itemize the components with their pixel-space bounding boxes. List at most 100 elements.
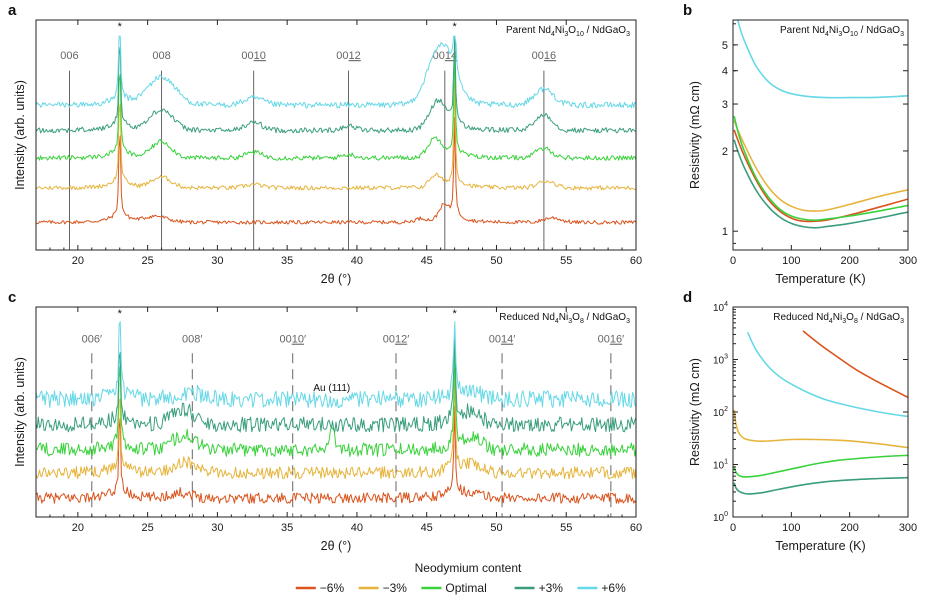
x-tick-label: 25 [142, 522, 154, 534]
x-axis-label: 2θ (°) [321, 539, 352, 553]
panel-letter: d [683, 289, 692, 306]
y-tick-label: 103 [713, 354, 728, 367]
legend-label: +6% [601, 581, 626, 595]
reference-line-label: 0012′ [383, 334, 410, 346]
series-line [733, 116, 908, 222]
x-tick-label: 25 [142, 255, 154, 267]
series-line [35, 405, 637, 504]
reference-line-label: 0016 [532, 50, 557, 62]
y-axis-label: Resistivity (mΩ cm) [688, 81, 702, 189]
y-tick-label: 102 [713, 406, 728, 419]
y-tick-label: 104 [713, 301, 728, 314]
series-line [35, 321, 637, 409]
panel-letter: b [683, 2, 692, 19]
plot-frame [732, 19, 909, 251]
plot-frame [35, 306, 637, 518]
legend-title: Neodymium content [415, 561, 522, 575]
annotation-label: Au (111) [313, 383, 350, 394]
y-axis-label: Resistivity (mΩ cm) [688, 358, 702, 466]
panel-title: Reduced Nd4Ni3O8 / NdGaO3 [499, 312, 630, 325]
panel-title: Parent Nd4Ni3O10 / NdGaO3 [506, 25, 630, 38]
y-tick-label: 100 [713, 511, 728, 524]
y-tick-label: 5 [722, 40, 728, 52]
x-tick-label: 35 [281, 255, 293, 267]
panel-a: a 006 008 0010 0012 0014 0016 * * 20 25 30 35 40 45 50 5… [8, 2, 642, 286]
x-tick-label: 45 [421, 522, 433, 534]
x-tick-label: 35 [281, 522, 293, 534]
y-tick-label: 101 [713, 459, 728, 472]
series-line [35, 348, 637, 457]
x-tick-label: 30 [211, 522, 223, 534]
series-line [35, 35, 637, 134]
x-axis-label: Temperature (K) [775, 272, 865, 286]
series-line [35, 377, 637, 480]
substrate-marker: * [452, 308, 457, 320]
x-tick-label: 20 [72, 255, 84, 267]
legend-label: Optimal [445, 581, 486, 595]
reference-line-label: 0010 [241, 50, 266, 62]
x-tick-label: 50 [490, 255, 502, 267]
series-line [35, 117, 637, 225]
plot-frame [35, 19, 637, 251]
x-tick-label: 100 [782, 255, 800, 267]
panel-letter: c [8, 289, 16, 306]
y-tick-label: 1 [722, 226, 728, 238]
x-tick-label: 45 [421, 255, 433, 267]
reference-line-label: 0010′ [279, 334, 306, 346]
y-tick-label: 4 [722, 66, 728, 78]
panel-c: c 006′ 008′ 0010′ 0012′ 0014′ 0016′ * * Au (111) 2… [8, 289, 642, 553]
x-tick-label: 60 [630, 522, 642, 534]
reference-line-label: 008 [152, 50, 170, 62]
series-line [35, 330, 637, 433]
substrate-marker: * [452, 21, 457, 33]
x-tick-label: 300 [899, 522, 917, 534]
reference-line-label: 0014′ [489, 334, 516, 346]
substrate-marker: * [118, 21, 123, 33]
panel-title: Reduced Nd4Ni3O8 / NdGaO3 [773, 312, 904, 325]
reference-line-label: 008′ [182, 334, 202, 346]
reference-line-label: 0014 [433, 50, 458, 62]
panel-letter: a [8, 2, 17, 19]
reference-line-label: 0012 [336, 50, 361, 62]
series-line [733, 129, 908, 223]
x-tick-label: 60 [630, 255, 642, 267]
x-tick-label: 100 [782, 522, 800, 534]
series-line [733, 454, 908, 478]
y-tick-label: 2 [722, 146, 728, 158]
reference-line-label: 0016′ [598, 334, 625, 346]
x-tick-label: 50 [490, 522, 502, 534]
series-line [35, 35, 637, 109]
series-line [35, 81, 637, 191]
legend-label: −3% [383, 581, 408, 595]
series-line [36, 51, 637, 161]
x-tick-label: 30 [211, 255, 223, 267]
legend: Neodymium content −6% −3% Optimal +3% +6% [295, 561, 626, 595]
x-tick-label: 40 [351, 522, 363, 534]
legend-label: +3% [539, 581, 564, 595]
x-tick-label: 0 [730, 255, 736, 267]
y-axis-label: Intensity (arb. units) [13, 357, 27, 467]
x-tick-label: 55 [560, 522, 572, 534]
y-axis-label: Intensity (arb. units) [13, 80, 27, 190]
series-line [733, 409, 908, 449]
panel-title: Parent Nd4Ni3O10 / NdGaO3 [780, 25, 904, 38]
series-line [802, 330, 908, 399]
y-tick-label: 3 [722, 99, 728, 111]
series-line [733, 476, 908, 495]
panel-b: b 0 100 200 300 1 2 3 4 5 Temperature (K) Resistivi… [683, 2, 917, 286]
x-tick-label: 40 [351, 255, 363, 267]
x-tick-label: 0 [730, 522, 736, 534]
substrate-marker: * [118, 308, 123, 320]
reference-line-label: 006′ [82, 334, 102, 346]
series-line [733, 139, 908, 229]
x-tick-label: 300 [899, 255, 917, 267]
x-axis-label: 2θ (°) [321, 272, 352, 286]
legend-label: −6% [320, 581, 345, 595]
series-line [746, 331, 908, 418]
x-tick-label: 55 [560, 255, 572, 267]
reference-line-label: 006 [60, 50, 78, 62]
x-tick-label: 200 [840, 522, 858, 534]
x-tick-label: 20 [72, 522, 84, 534]
